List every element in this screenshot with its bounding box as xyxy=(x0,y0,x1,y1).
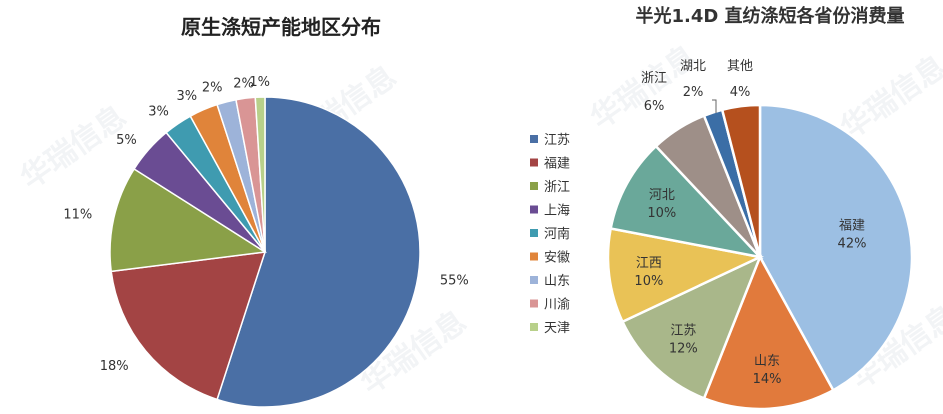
legend-label-7: 川渝 xyxy=(544,297,570,313)
pie-0-data-label-7: 2% xyxy=(233,76,254,91)
pie-1-leader-line-6 xyxy=(712,99,717,113)
pie-1-data-label-6: 2% xyxy=(683,85,704,100)
pie-1-data-label-5: 6% xyxy=(644,99,665,114)
pie-0-data-label-4: 3% xyxy=(148,105,169,120)
pie-0-data-label-1: 18% xyxy=(100,359,129,374)
pie-0-data-label-6: 2% xyxy=(202,80,223,95)
pie-chart-right: 福建 42% 山东 14% 江苏 12% 江西 10% 河北 10% 浙江 6% 湖北 2% 其他 4% xyxy=(606,59,914,411)
pie-chart-left: 55%18%11%5%3%3%2% 2%1% xyxy=(63,75,469,408)
legend-label-1: 福建 xyxy=(544,157,570,172)
pie-0-data-label-5: 3% xyxy=(176,89,197,104)
pie-1-data-label-0: 42% xyxy=(838,236,867,251)
legend-marker-4 xyxy=(530,229,538,237)
pie-0-data-label-8: 1% xyxy=(249,75,270,90)
pie-1-category-label-4: 河北 xyxy=(649,188,675,203)
pie-1-slice-7 xyxy=(720,103,762,258)
pie-0-data-label-3: 5% xyxy=(116,133,137,148)
pie-0-data-label-0: 55% xyxy=(440,274,469,289)
legend-label-6: 山东 xyxy=(544,274,570,289)
pie-1-category-label-0: 福建 xyxy=(839,218,865,233)
chart-title-left: 原生涤短产能地区分布 xyxy=(181,15,381,39)
pie-1-data-label-2: 12% xyxy=(669,342,698,357)
pie-1-slice-1 xyxy=(702,254,835,411)
pie-1-category-label-7: 其他 xyxy=(727,59,753,74)
pie-1-category-label-3: 江西 xyxy=(636,256,662,271)
legend-label-3: 上海 xyxy=(544,204,570,219)
pie-1-data-label-4: 10% xyxy=(647,206,676,221)
pie-0-slice-0 xyxy=(216,96,421,408)
legend-marker-0 xyxy=(530,135,538,143)
pie-0-data-label-2: 11% xyxy=(63,207,92,222)
pie-1-slice-2 xyxy=(620,254,763,400)
legend-marker-6 xyxy=(530,276,538,284)
pie-0-slice-1 xyxy=(110,251,267,401)
pie-1-category-label-5: 浙江 xyxy=(641,71,667,86)
legend-label-2: 浙江 xyxy=(544,180,570,195)
legend-label-0: 江苏 xyxy=(544,132,570,148)
legend-marker-3 xyxy=(530,205,538,214)
legend-label-4: 河南 xyxy=(544,226,570,242)
pie-1-category-label-1: 山东 xyxy=(754,354,780,369)
pie-0-slice-2 xyxy=(109,167,268,273)
pie-1-slice-4 xyxy=(609,144,764,259)
legend-label-8: 天津 xyxy=(544,321,570,336)
legend-marker-8 xyxy=(530,323,538,331)
chart-title-right: 半光1.4D 直纺涤短各省份消费量 xyxy=(635,5,904,27)
pie-1-slice-0 xyxy=(758,103,914,392)
pie-1-data-label-7: 4% xyxy=(730,85,751,100)
pie-0-slice-8 xyxy=(254,96,266,253)
pie-1-data-label-1: 14% xyxy=(753,372,782,387)
pie-1-category-label-2: 江苏 xyxy=(670,323,696,339)
pie-1-slice-3 xyxy=(606,227,765,324)
pie-1-category-label-6: 湖北 xyxy=(680,59,706,74)
legend-marker-5 xyxy=(530,252,538,261)
legend-marker-1 xyxy=(530,158,538,167)
legend-marker-2 xyxy=(530,182,538,190)
legend-label-5: 安徽 xyxy=(544,251,570,266)
pie-1-data-label-3: 10% xyxy=(634,274,663,289)
legend-marker-7 xyxy=(530,299,538,308)
